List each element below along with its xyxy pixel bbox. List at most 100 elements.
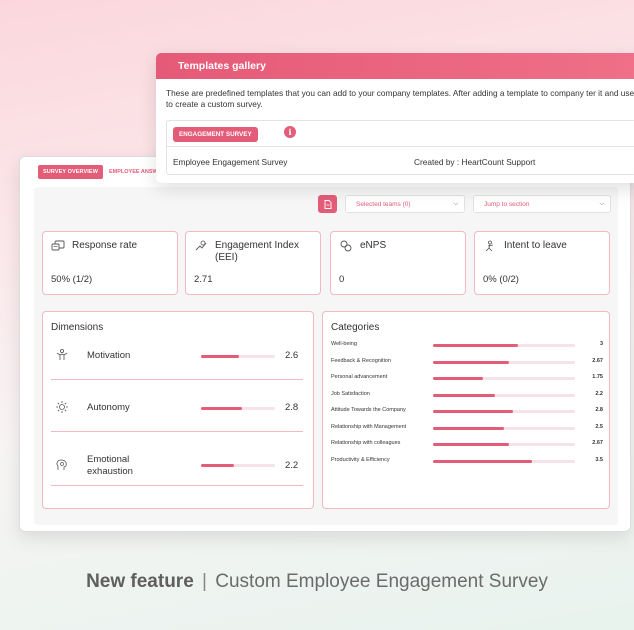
category-label: Job Satisfaction (331, 390, 370, 397)
category-bar (433, 443, 575, 446)
category-value: 2.67 (592, 357, 603, 364)
category-bar-fill (433, 426, 504, 430)
dimension-bar-fill (201, 407, 243, 410)
tab-employee-answers[interactable]: EMPLOYEE ANSW (109, 169, 158, 175)
category-value: 3.5 (595, 456, 603, 463)
category-bar (433, 393, 575, 397)
jump-to-section-select[interactable]: Jump to section ⌵ (473, 195, 611, 213)
category-row: Personal advancement 1.75 (331, 373, 603, 385)
document-icon (324, 199, 331, 209)
category-value: 2.67 (592, 440, 603, 446)
metric-value: 50% (1/2) (51, 274, 93, 285)
metric-card-response-rate: Response rate 50% (1/2) (42, 231, 178, 295)
category-bar (433, 426, 575, 430)
template-item[interactable]: ENGAGEMENT SURVEY i Employee Engagement … (166, 120, 634, 175)
category-label: Personal advancement (331, 374, 388, 380)
jump-to-section-value: Jump to section (484, 200, 530, 208)
engagement-index-icon (195, 240, 207, 251)
caption-text: Custom Employee Engagement Survey (215, 571, 548, 592)
category-value: 2.5 (595, 423, 603, 430)
category-bar-fill (433, 410, 513, 413)
template-survey-name: Employee Engagement Survey (173, 157, 288, 167)
category-bar-fill (433, 443, 509, 446)
category-bar-fill (433, 459, 533, 463)
dimensions-panel: Dimensions Motivation 2.6 Autonomy (42, 311, 314, 509)
category-row: Productivity & Efficiency 3.5 (331, 456, 603, 468)
category-bar (433, 360, 575, 364)
categories-panel: Categories Well-being 3 Feedback & Recogni… (322, 311, 610, 509)
category-value: 3 (599, 341, 603, 347)
dimension-label: Emotional exhaustion (87, 454, 133, 477)
enps-icon (340, 240, 352, 252)
emotional-exhaustion-icon (56, 459, 67, 470)
metric-title: Intent to leave (504, 240, 567, 251)
survey-dashboard-card: SURVEY OVERVIEW EMPLOYEE ANSW Selected t… (19, 156, 631, 532)
category-bar (433, 377, 575, 380)
teams-select-value: Selected teams (0) (356, 200, 411, 208)
teams-select[interactable]: Selected teams (0) ⌵ (345, 195, 465, 213)
tab-survey-overview[interactable]: SURVEY OVERVIEW (38, 165, 103, 179)
category-label: Relationship with colleagues (331, 440, 401, 446)
dimension-row: Motivation 2.6 (51, 334, 303, 380)
filter-bar: Selected teams (0) ⌵ Jump to section ⌵ (318, 195, 611, 213)
category-bar-fill (433, 393, 496, 397)
motivation-icon (56, 348, 68, 360)
category-bar (433, 410, 575, 413)
feature-caption: New feature | Custom Employee Engagement… (0, 571, 634, 593)
chevron-down-icon: ⌵ (599, 200, 604, 207)
category-bar (433, 459, 575, 463)
engagement-survey-badge: ENGAGEMENT SURVEY (173, 127, 258, 142)
dimension-bar (201, 464, 275, 467)
category-row: Relationship with colleagues 2.67 (331, 439, 603, 451)
dashboard-content: Selected teams (0) ⌵ Jump to section ⌵ R… (34, 187, 618, 525)
dimension-label: Motivation (87, 350, 131, 361)
export-button[interactable] (318, 195, 337, 213)
info-icon[interactable]: i (284, 126, 296, 138)
metric-card-engagement-index: Engagement Index (EEI) 2.71 (185, 231, 321, 295)
category-label: Attitude Towards the Company (331, 407, 406, 413)
category-bar (433, 344, 575, 347)
category-label: Relationship with Management (331, 423, 407, 430)
categories-title: Categories (331, 322, 380, 333)
dimension-bar (201, 355, 275, 358)
caption-separator: | (202, 571, 207, 592)
metric-value: 0% (0/2) (483, 274, 519, 285)
category-bar-fill (433, 344, 519, 347)
dimensions-title: Dimensions (51, 322, 104, 333)
dimension-label: Autonomy (87, 402, 130, 413)
category-label: Feedback & Recognition (331, 357, 391, 364)
dimension-bar-fill (201, 464, 234, 467)
category-value: 2.2 (595, 390, 603, 397)
dimension-bar-fill (201, 355, 240, 358)
category-bar-fill (433, 360, 509, 364)
category-bar-fill (433, 377, 483, 380)
dimension-value: 2.6 (285, 350, 299, 361)
templates-gallery-card: Templates gallery These are predefined t… (156, 53, 634, 183)
category-row: Feedback & Recognition 2.67 (331, 357, 603, 369)
category-row: Job Satisfaction 2.2 (331, 390, 603, 402)
metric-card-intent-to-leave: Intent to leave 0% (0/2) (474, 231, 610, 295)
dimension-row: Autonomy 2.8 (51, 386, 303, 432)
category-label: Productivity & Efficiency (331, 456, 390, 463)
metric-card-enps: eNPS 0 (330, 231, 466, 295)
chevron-down-icon: ⌵ (453, 200, 458, 207)
dimension-row: Emotional exhaustion 2.2 (51, 440, 303, 486)
templates-gallery-title: Templates gallery (156, 53, 634, 79)
category-row: Relationship with Management 2.5 (331, 423, 603, 435)
dashboard-tabs: SURVEY OVERVIEW EMPLOYEE ANSW (38, 165, 158, 179)
metric-value: 2.71 (194, 274, 213, 285)
template-created-by: Created by : HeartCount Support (414, 157, 536, 167)
autonomy-icon (56, 401, 68, 413)
intent-to-leave-icon (485, 240, 494, 252)
dimension-value: 2.2 (285, 460, 299, 471)
templates-gallery-description: These are predefined templates that you … (166, 88, 634, 109)
dimension-bar (201, 407, 275, 410)
metric-title: Engagement Index (EEI) (215, 240, 299, 263)
caption-highlight: New feature (86, 571, 194, 592)
category-row: Well-being 3 (331, 340, 603, 352)
category-label: Well-being (331, 341, 357, 347)
category-row: Attitude Towards the Company 2.8 (331, 406, 603, 418)
metric-title: Response rate (72, 240, 138, 251)
category-value: 1.75 (592, 374, 603, 380)
response-rate-icon (51, 240, 65, 251)
